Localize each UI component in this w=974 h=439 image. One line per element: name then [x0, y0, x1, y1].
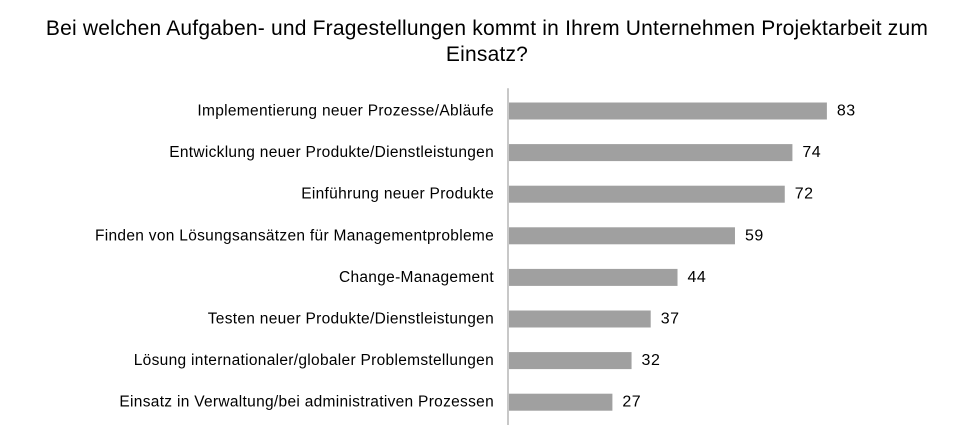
value-label: 72: [795, 186, 814, 203]
bar: [509, 310, 651, 328]
category-label: Einführung neuer Produkte: [301, 186, 494, 203]
bar: [509, 102, 827, 120]
category-label: Finden von Lösungsansätzen für Managemen…: [95, 227, 494, 244]
value-label: 59: [745, 227, 764, 244]
bar: [509, 144, 793, 162]
bar: [509, 393, 613, 411]
value-label: 44: [688, 269, 707, 286]
bar: [509, 185, 785, 203]
chart-title: Bei welchen Aufgaben- und Fragestellunge…: [45, 17, 929, 66]
value-label: 27: [622, 394, 641, 411]
category-label: Change-Management: [339, 269, 494, 286]
bar: [509, 268, 678, 286]
value-label: 32: [642, 352, 661, 369]
value-label: 83: [837, 103, 856, 120]
category-label: Testen neuer Produkte/Dienstleistungen: [208, 311, 494, 328]
bar: [509, 352, 632, 370]
category-label: Lösung internationaler/globaler Problems…: [134, 352, 494, 369]
value-label: 74: [802, 144, 821, 161]
category-label: Implementierung neuer Prozesse/Abläufe: [197, 103, 494, 120]
bar: [509, 227, 735, 245]
category-label: Einsatz in Verwaltung/bei administrative…: [119, 394, 494, 411]
category-label: Entwicklung neuer Produkte/Dienstleistun…: [169, 144, 494, 161]
value-label: 37: [661, 311, 680, 328]
